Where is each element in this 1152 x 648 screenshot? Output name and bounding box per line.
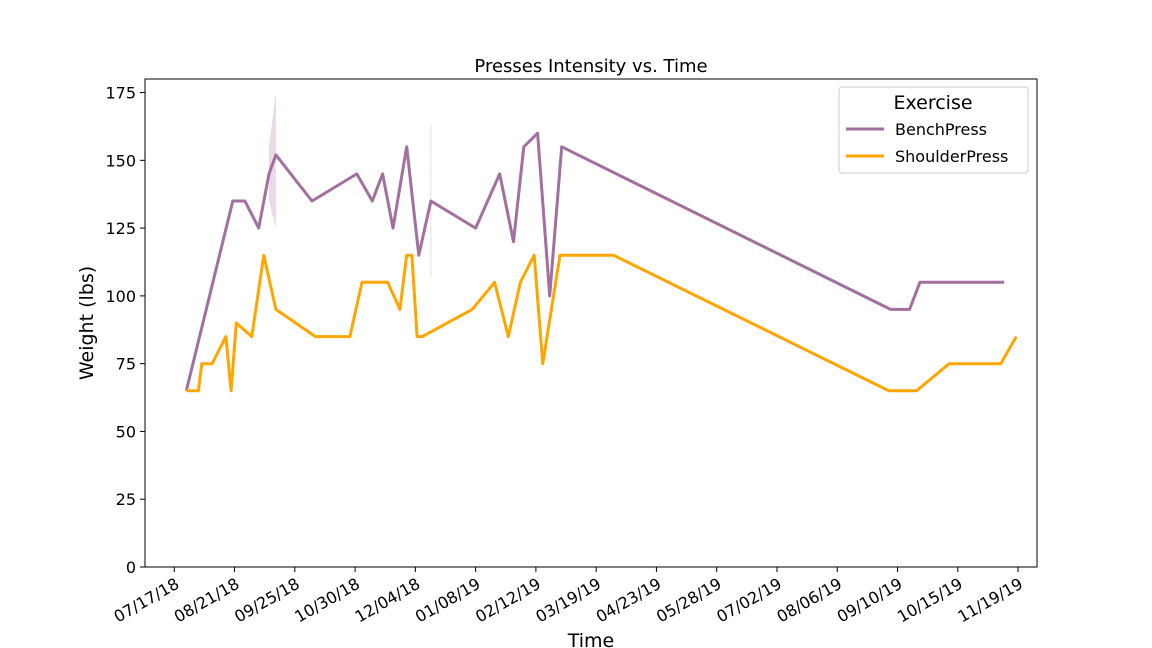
x-tick-label: 07/02/19 [713,574,785,626]
y-tick-label: 25 [116,490,136,509]
x-tick-label: 02/12/19 [472,574,544,626]
legend-label-benchpress: BenchPress [895,120,987,139]
x-tick-label: 05/28/19 [653,574,725,626]
y-axis-title: Weight (lbs) [76,266,98,380]
x-tick-label: 08/06/19 [774,574,846,626]
y-axis: 0 25 50 75 100 125 150 175 [105,84,145,577]
x-tick-label: 10/15/19 [894,574,966,626]
series-lines [184,131,1018,393]
x-tick-label: 09/10/19 [834,574,906,626]
x-tick-label: 08/21/18 [171,574,243,626]
y-tick-label: 100 [105,287,136,306]
x-tick-label: 01/08/19 [412,574,484,626]
series-line-shoulderpress [186,253,1018,393]
y-tick-label: 75 [116,355,136,374]
legend-label-shoulderpress: ShoulderPress [895,147,1008,166]
x-tick-label: 11/19/19 [954,574,1026,626]
series-line-benchpress [184,131,1005,392]
confidence-bands [269,92,432,277]
y-tick-label: 150 [105,151,136,170]
x-axis-title: Time [567,630,615,648]
plot-area-frame [144,78,1038,568]
y-tick-label: 175 [105,84,136,103]
y-tick-label: 50 [116,422,136,441]
legend-title: Exercise [893,92,972,114]
x-tick-label: 04/23/19 [593,574,665,626]
x-tick-label: 03/19/19 [532,574,604,626]
chart-title: Presses Intensity vs. Time [474,56,707,77]
y-tick-label: 125 [105,219,136,238]
x-axis: 07/17/1808/21/1809/25/1810/30/1812/04/18… [111,567,1026,626]
x-tick-label: 10/30/18 [291,574,363,626]
x-tick-label: 07/17/18 [111,574,183,626]
y-tick-label: 0 [126,558,136,577]
legend: Exercise BenchPress ShoulderPress [838,86,1029,174]
x-tick-label: 09/25/18 [231,574,303,626]
legend-box [838,86,1029,174]
x-tick-label: 12/04/18 [352,574,424,626]
